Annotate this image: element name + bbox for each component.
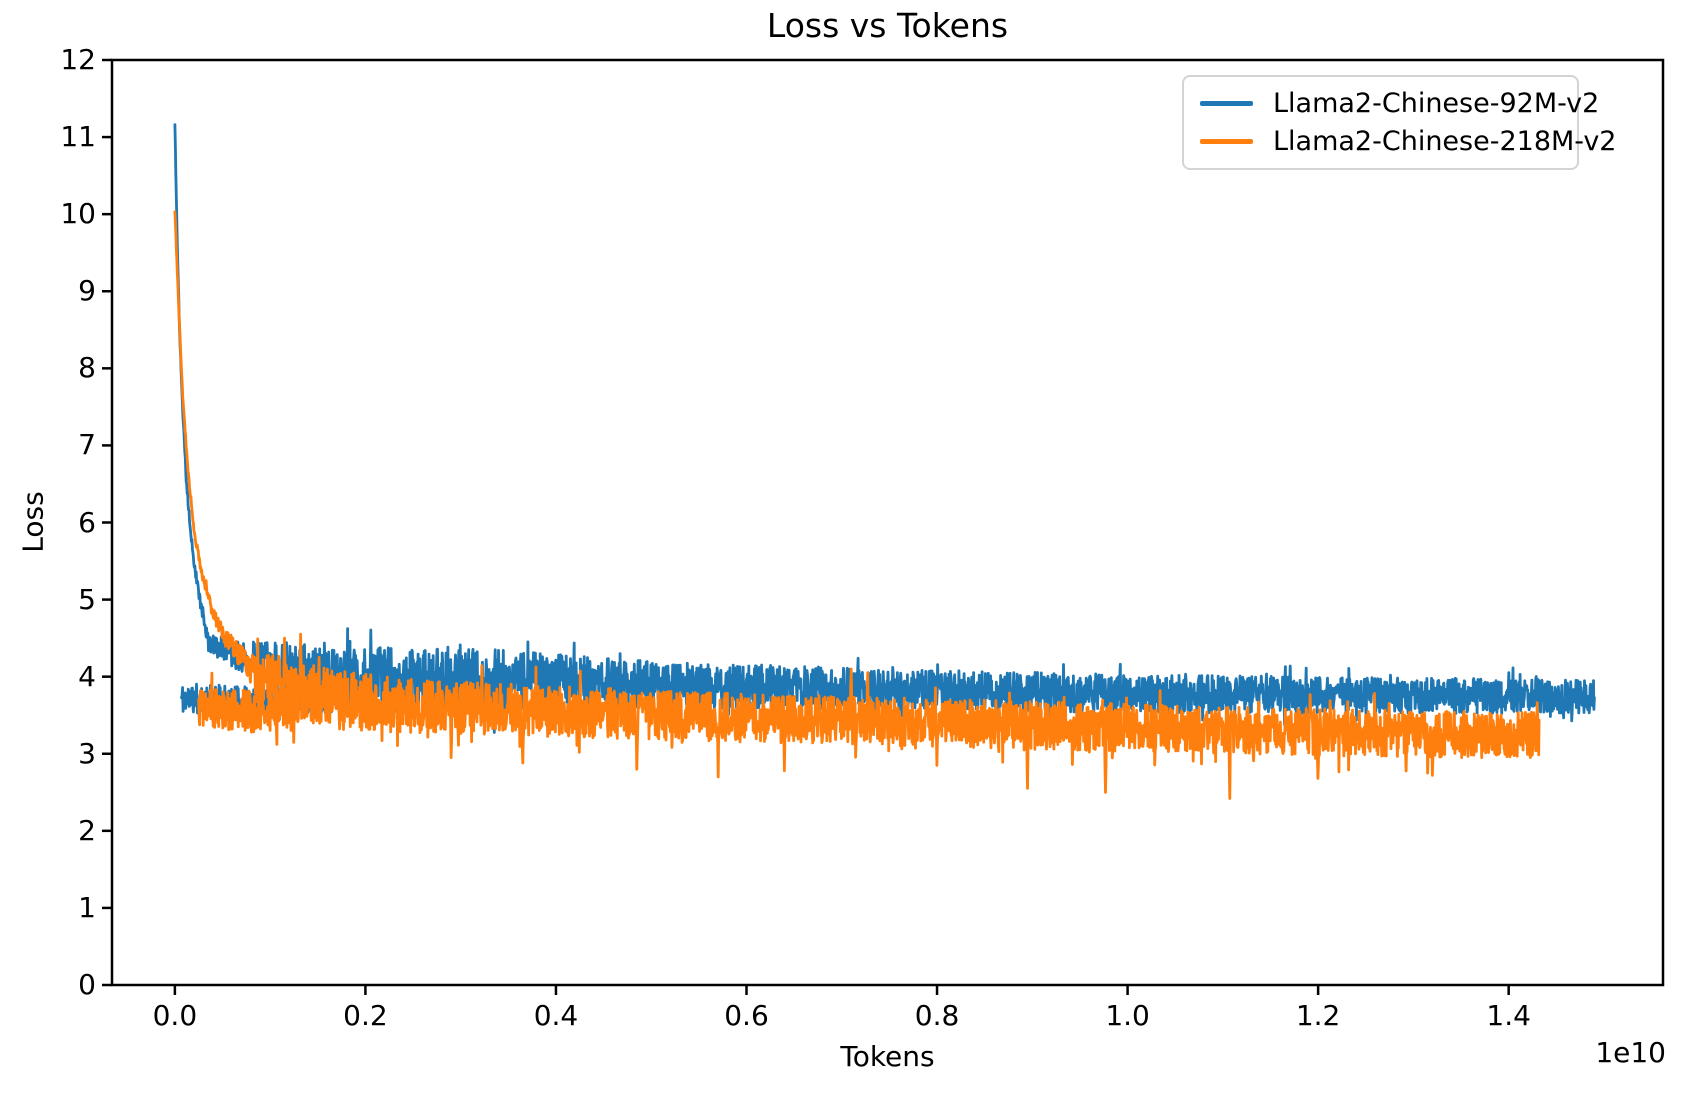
chart-title: Loss vs Tokens (766, 6, 1009, 45)
y-tick-label: 5 (78, 582, 96, 616)
y-tick-label: 3 (78, 736, 96, 770)
y-tick-label: 4 (78, 659, 96, 693)
x-tick-label: 1.2 (1295, 999, 1341, 1032)
x-tick-label: 0.4 (533, 999, 579, 1032)
legend-label: Llama2-Chinese-92M-v2 (1273, 88, 1600, 119)
x-tick-label: 0.2 (343, 999, 388, 1032)
legend: Llama2-Chinese-92M-v2 Llama2-Chinese-218M… (1182, 75, 1616, 170)
y-tick-label: 10 (60, 197, 96, 231)
series-line-0 (173, 123, 1596, 734)
x-tick-label: 1.0 (1105, 999, 1150, 1032)
y-tick-label: 11 (60, 120, 96, 154)
y-tick-label: 8 (78, 351, 96, 385)
x-tick-label: 0.8 (914, 999, 960, 1032)
x-tick-label: 0.0 (152, 999, 198, 1032)
x-tick-label: 0.6 (724, 999, 769, 1032)
legend-line-swatch (1200, 101, 1253, 106)
plot-border (110, 58, 1665, 987)
series-line-1 (173, 210, 1541, 800)
series-line-1-early-segment (197, 671, 301, 746)
legend-label: Llama2-Chinese-218M-v2 (1273, 126, 1617, 157)
y-tick-label: 0 (78, 968, 96, 1001)
y-tick-label: 6 (78, 505, 96, 539)
y-tick-label: 1 (78, 890, 96, 924)
legend-entry: Llama2-Chinese-92M-v2 (1200, 88, 1599, 119)
y-tick-label: 9 (78, 274, 96, 308)
x-axis-label: Tokens (840, 1040, 935, 1073)
y-tick-label: 7 (78, 428, 96, 462)
x-offset-label: 1e10 (1595, 1036, 1666, 1069)
y-tick-label: 12 (60, 43, 96, 76)
legend-line-swatch (1200, 139, 1253, 144)
y-tick-label: 2 (78, 813, 96, 847)
x-tick-label: 1.4 (1486, 999, 1531, 1032)
legend-entry: Llama2-Chinese-218M-v2 (1200, 126, 1616, 157)
